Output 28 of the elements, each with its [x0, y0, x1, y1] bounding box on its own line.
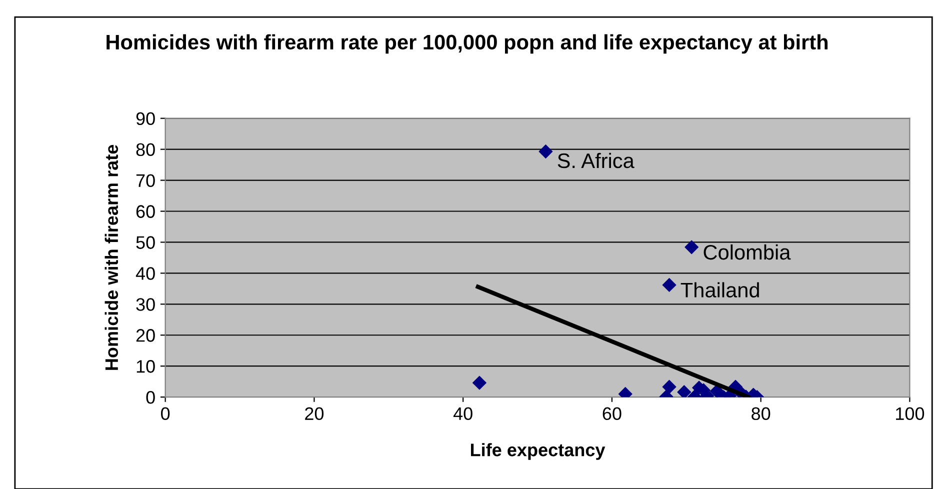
y-tick-label: 40	[136, 267, 155, 280]
x-tick-label: 60	[602, 407, 622, 420]
y-tick-label: 20	[136, 329, 155, 342]
y-tick-label: 60	[136, 205, 155, 218]
y-tick-label: 30	[136, 298, 155, 311]
y-tick-label: 50	[136, 236, 155, 249]
x-tick-label: 100	[896, 407, 924, 420]
x-tick-label: 40	[453, 407, 472, 420]
x-tick-label: 80	[752, 407, 770, 420]
point	[472, 376, 486, 390]
y-tick-label: 0	[146, 391, 155, 404]
y-tick-label: 90	[136, 112, 155, 126]
y-tick-label: 70	[136, 174, 155, 187]
point	[662, 380, 676, 394]
chart-title: Homicides with firearm rate per 100,000 popn and life expectancy at birth	[106, 34, 828, 54]
x-tick-label: 20	[305, 407, 324, 420]
annotation: S. Africa	[558, 152, 634, 168]
y-tick-label: 10	[136, 360, 155, 373]
y-tick-label: 80	[136, 143, 155, 156]
point	[677, 385, 692, 398]
y-axis-title: Homicide with firearm rate	[104, 144, 118, 370]
point	[538, 144, 553, 158]
annotation: Thailand	[680, 282, 759, 298]
point	[662, 278, 676, 292]
point	[684, 240, 699, 254]
x-tick-label: 0	[161, 407, 170, 420]
annotation: Colombia	[704, 244, 791, 260]
x-axis-title: Life expectancy	[470, 443, 606, 460]
